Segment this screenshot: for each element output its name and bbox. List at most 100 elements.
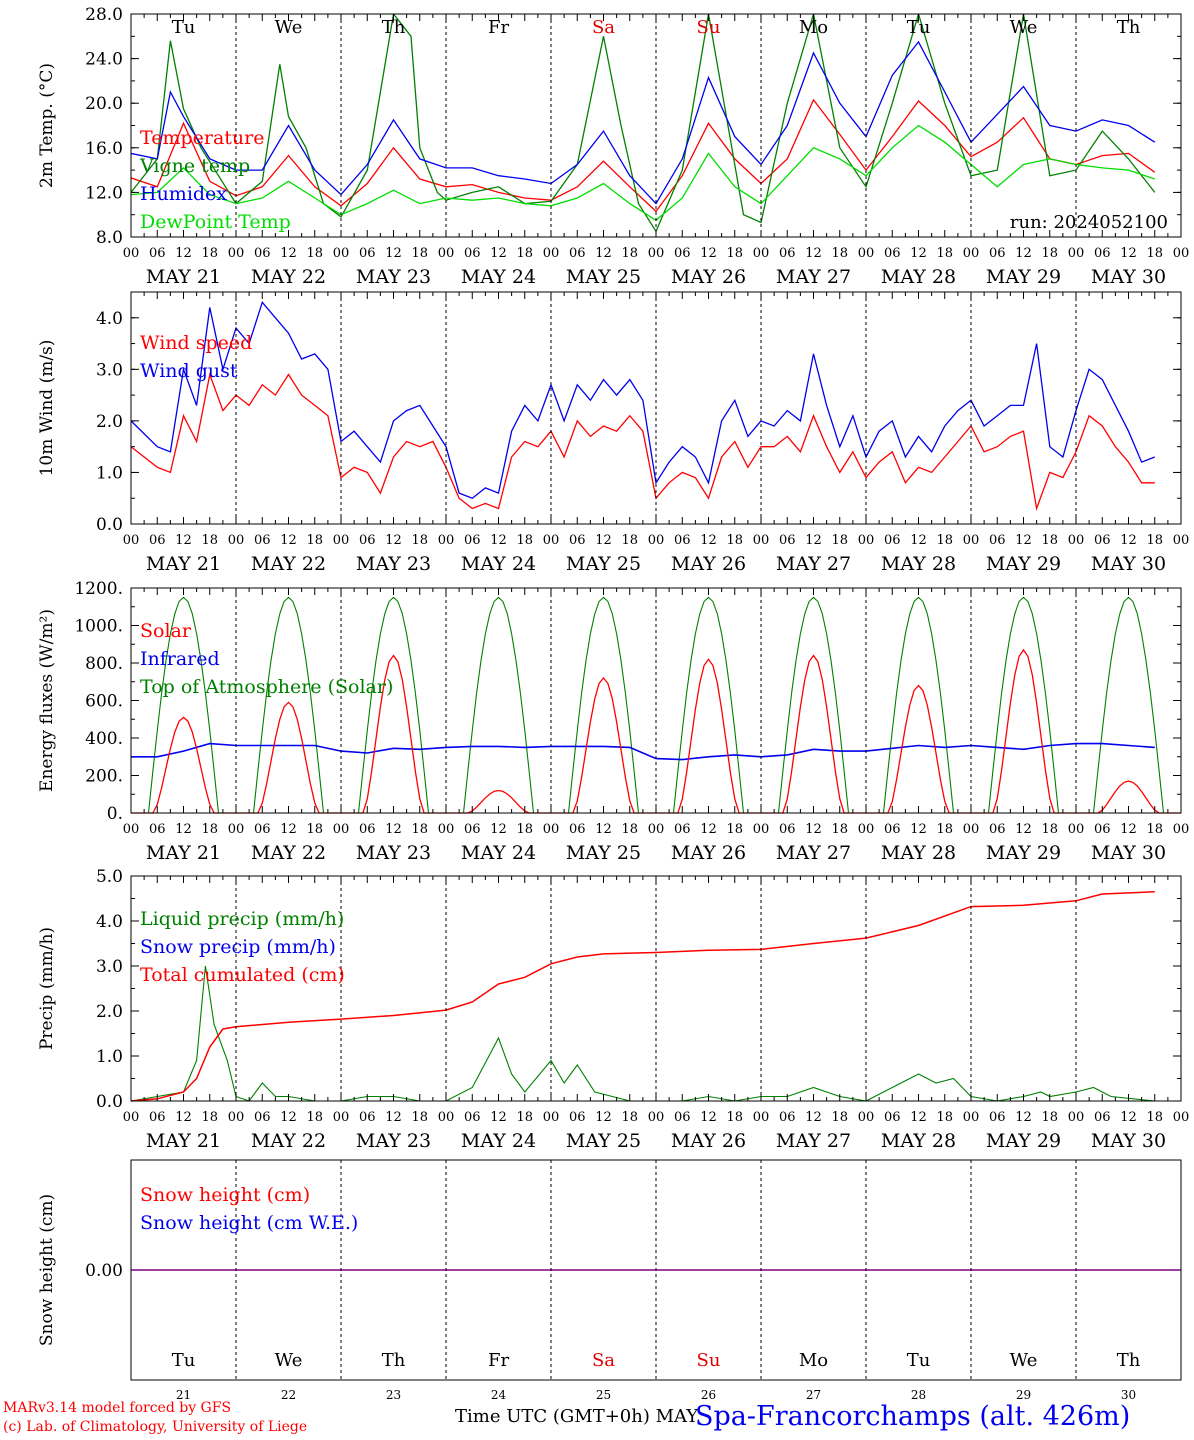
hour-tick-label: 12: [700, 1110, 717, 1125]
y-tick-label: 1.0: [96, 463, 123, 483]
hour-tick-label: 12: [700, 533, 717, 548]
day-number-label: 29: [1016, 1388, 1031, 1402]
hour-tick-label: 06: [989, 822, 1006, 837]
hour-tick-label: 00: [228, 1110, 245, 1125]
date-label: MAY 23: [356, 553, 431, 575]
hour-tick-label: 12: [595, 533, 612, 548]
date-label: MAY 26: [671, 553, 746, 575]
hour-tick-label: 18: [831, 246, 848, 261]
date-label: MAY 26: [671, 842, 746, 864]
hour-tick-label: 00: [543, 533, 560, 548]
y-tick-label: 16.0: [85, 139, 123, 159]
y-tick-label: 28.0: [85, 5, 123, 25]
hour-tick-label: 12: [385, 246, 402, 261]
y-tick-label: 5.0: [96, 867, 123, 887]
hour-tick-label: 06: [254, 822, 271, 837]
hour-tick-label: 06: [674, 822, 691, 837]
hour-tick-label: 00: [753, 822, 770, 837]
legend-entry: Solar: [140, 620, 192, 642]
station-label: Spa-Francorchamps (alt. 426m): [695, 1401, 1131, 1432]
hour-tick-label: 18: [726, 822, 743, 837]
hour-tick-label: 00: [1173, 1110, 1190, 1125]
date-label: MAY 21: [146, 553, 221, 575]
hour-tick-label: 06: [884, 1110, 901, 1125]
run-label: run: 2024052100: [1010, 212, 1168, 233]
weekday-label: Mo: [799, 1350, 828, 1371]
date-label: MAY 28: [881, 266, 956, 288]
hour-tick-label: 18: [1041, 533, 1058, 548]
hour-tick-label: 18: [621, 822, 638, 837]
hour-tick-label: 00: [228, 246, 245, 261]
hour-tick-label: 18: [1146, 822, 1163, 837]
hour-tick-label: 06: [779, 1110, 796, 1125]
hour-tick-label: 00: [123, 1110, 140, 1125]
hour-tick-label: 18: [306, 533, 323, 548]
hour-tick-label: 12: [490, 246, 507, 261]
date-label: MAY 23: [356, 842, 431, 864]
hour-tick-label: 06: [1094, 822, 1111, 837]
date-label: MAY 29: [986, 266, 1061, 288]
hour-tick-label: 06: [464, 1110, 481, 1125]
hour-tick-label: 06: [254, 1110, 271, 1125]
hour-tick-label: 06: [779, 533, 796, 548]
date-label: MAY 25: [566, 842, 641, 864]
date-label: MAY 29: [986, 553, 1061, 575]
hour-tick-label: 00: [753, 1110, 770, 1125]
y-tick-label: 4.0: [96, 912, 123, 932]
hour-tick-label: 06: [1094, 533, 1111, 548]
hour-tick-label: 12: [910, 533, 927, 548]
hour-tick-label: 00: [438, 533, 455, 548]
hour-tick-label: 00: [1173, 533, 1190, 548]
hour-tick-label: 12: [385, 822, 402, 837]
hour-tick-label: 12: [1015, 246, 1032, 261]
date-label: MAY 24: [461, 1130, 536, 1152]
date-label: MAY 28: [881, 842, 956, 864]
date-label: MAY 26: [671, 1130, 746, 1152]
y-tick-label: 0.0: [96, 1092, 123, 1112]
hour-tick-label: 00: [543, 1110, 560, 1125]
date-label: MAY 22: [251, 553, 326, 575]
hour-tick-label: 18: [306, 822, 323, 837]
date-label: MAY 27: [776, 553, 851, 575]
legend-entry: Wind speed: [140, 332, 252, 354]
legend-entry: DewPoint Temp: [140, 211, 291, 233]
legend-entry: Temperature: [140, 127, 264, 149]
hour-tick-label: 00: [858, 533, 875, 548]
day-number-label: 28: [911, 1388, 926, 1402]
hour-tick-label: 00: [1173, 246, 1190, 261]
weekday-label: We: [275, 17, 303, 38]
hour-tick-label: 18: [201, 822, 218, 837]
y-tick-label: 20.0: [85, 94, 123, 114]
weekday-label: Tu: [172, 1350, 196, 1371]
hour-tick-label: 12: [175, 246, 192, 261]
hour-tick-label: 12: [805, 1110, 822, 1125]
hour-tick-label: 00: [753, 533, 770, 548]
hour-tick-label: 12: [1015, 822, 1032, 837]
y-tick-label: 1200.: [74, 579, 123, 599]
weekday-label: Su: [697, 17, 721, 38]
hour-tick-label: 00: [438, 1110, 455, 1125]
date-label: MAY 23: [356, 266, 431, 288]
hour-tick-label: 06: [1094, 246, 1111, 261]
hour-tick-label: 06: [884, 822, 901, 837]
hour-tick-label: 00: [123, 533, 140, 548]
weekday-label: Fr: [488, 1350, 509, 1371]
weekday-label: Fr: [488, 17, 509, 38]
hour-tick-label: 00: [228, 822, 245, 837]
hour-tick-label: 18: [936, 1110, 953, 1125]
hour-tick-label: 06: [779, 822, 796, 837]
hour-tick-label: 18: [936, 246, 953, 261]
hour-tick-label: 00: [963, 1110, 980, 1125]
hour-tick-label: 12: [910, 246, 927, 261]
hour-tick-label: 12: [910, 1110, 927, 1125]
hour-tick-label: 18: [411, 246, 428, 261]
legend-entry: Total cumulated (cm): [140, 964, 345, 986]
hour-tick-label: 06: [149, 1110, 166, 1125]
series-dewpoint-temp-line: [131, 124, 1156, 222]
weekday-label: Sa: [592, 17, 615, 38]
hour-tick-label: 00: [648, 246, 665, 261]
day-number-label: 21: [176, 1388, 191, 1402]
y-tick-label: 3.0: [96, 360, 123, 380]
hour-tick-label: 00: [1068, 246, 1085, 261]
date-label: MAY 24: [461, 266, 536, 288]
